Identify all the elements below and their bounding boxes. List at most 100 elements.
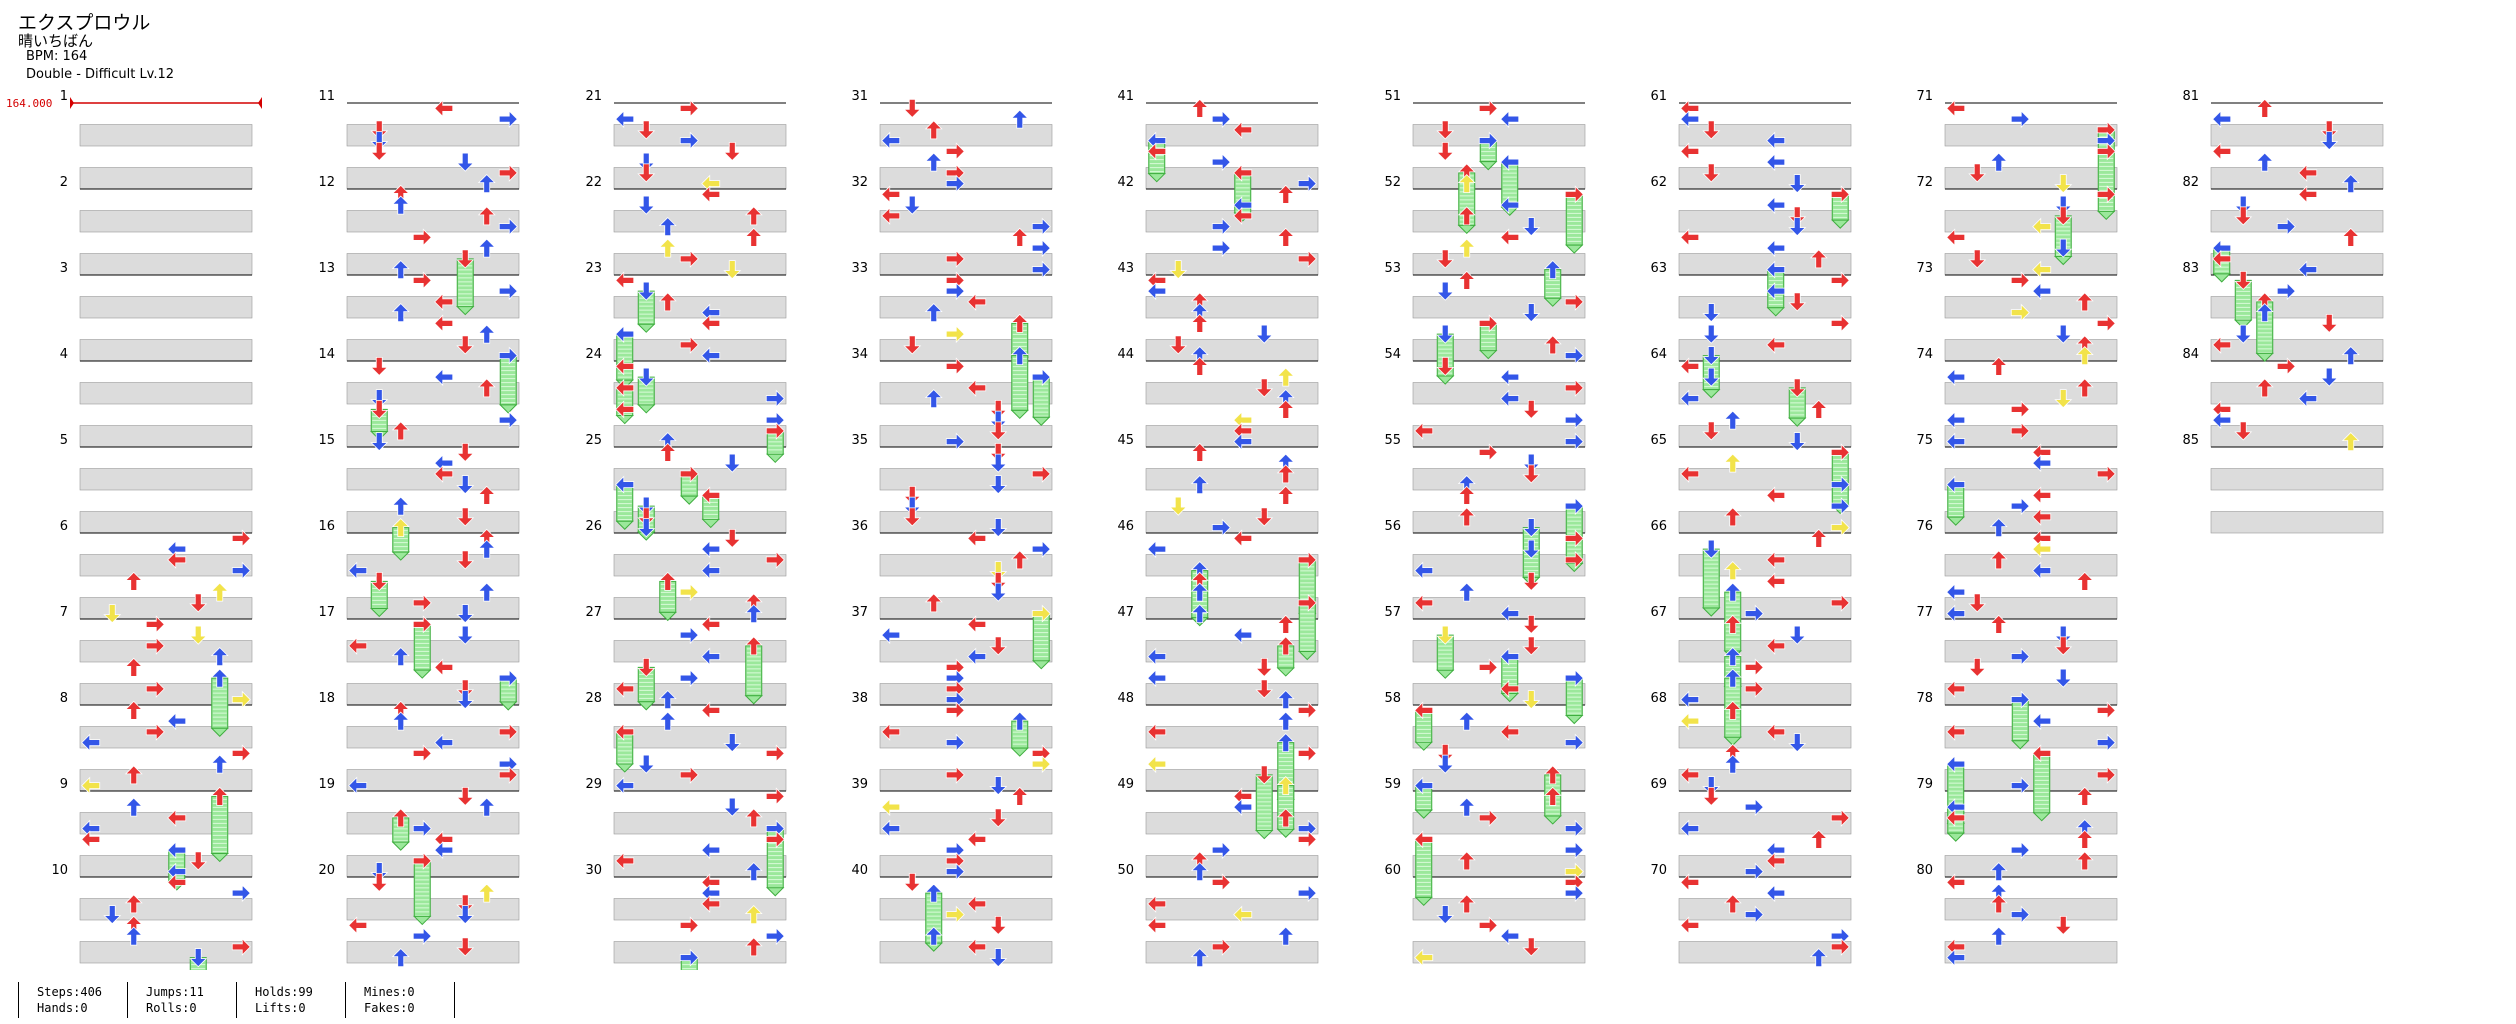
- arrow-note: [498, 722, 518, 741]
- hold-note: [2212, 247, 2231, 283]
- arrow-note: [1276, 227, 1295, 247]
- arrow-note: [881, 626, 901, 645]
- measure-number: 54: [1384, 347, 1401, 362]
- arrow-note: [945, 174, 965, 193]
- arrow-note: [1414, 830, 1434, 849]
- beat-row: [79, 382, 253, 405]
- arrow-note: [189, 948, 208, 968]
- arrow-note: [1543, 765, 1562, 785]
- arrow-note: [1169, 496, 1188, 516]
- measure-27: [613, 618, 787, 706]
- arrow-note: [1031, 464, 1051, 483]
- hold-note: [1946, 806, 1965, 842]
- hold-note: [499, 677, 518, 711]
- hold-note: [370, 580, 389, 618]
- hold-note: [766, 430, 785, 464]
- arrow-note: [637, 507, 656, 527]
- beat-row: [346, 339, 520, 362]
- beat-row: [79, 554, 253, 577]
- arrow-note: [1297, 830, 1317, 849]
- arrow-note: [945, 765, 965, 784]
- measure-labels: 1234567891011121314151617181920212223242…: [51, 89, 2199, 878]
- measure-number: 46: [1117, 519, 1134, 534]
- arrow-note: [1564, 819, 1584, 838]
- stats-col-jumps: Jumps:11 Rolls:0: [127, 982, 236, 1018]
- arrow-note: [1031, 755, 1051, 774]
- arrow-note: [723, 797, 742, 817]
- arrow-note: [2010, 776, 2030, 795]
- chart-stats: Steps:406 Hands:0 Jumps:11 Rolls:0 Holds…: [18, 982, 455, 1022]
- arrow-note: [701, 185, 721, 204]
- measure-42: [1145, 188, 1319, 276]
- arrow-note: [1989, 356, 2008, 376]
- arrow-note: [1276, 485, 1295, 505]
- arrow-note: [2032, 486, 2052, 505]
- arrow-note: [1457, 485, 1476, 505]
- arrow-note: [1500, 927, 1520, 946]
- arrow-note: [744, 862, 763, 882]
- arrow-note: [2341, 346, 2360, 366]
- beat-row: [613, 425, 787, 448]
- arrow-note: [434, 314, 454, 333]
- arrow-note: [967, 529, 987, 548]
- arrow-note: [81, 776, 101, 795]
- measure-number: 57: [1384, 605, 1401, 620]
- arrow-note: [391, 195, 410, 215]
- arrow-note: [1436, 625, 1455, 645]
- beat-row: [1412, 210, 1586, 233]
- arrow-note: [1723, 894, 1742, 914]
- arrow-note: [924, 389, 943, 409]
- measure-80: [1944, 876, 2118, 964]
- beat-row: [1145, 683, 1319, 706]
- arrow-note: [391, 496, 410, 516]
- measure-30: [613, 876, 787, 964]
- arrow-note: [1744, 862, 1764, 881]
- arrow-note: [2010, 303, 2030, 322]
- arrow-note: [637, 657, 656, 677]
- arrow-note: [477, 797, 496, 817]
- arrow-note: [1233, 120, 1253, 139]
- arrow-note: [167, 808, 187, 827]
- measure-59: [1412, 790, 1586, 878]
- measure-number: 23: [585, 261, 602, 276]
- measure-number: 10: [51, 863, 68, 878]
- arrow-note: [701, 314, 721, 333]
- beat-row: [613, 468, 787, 491]
- arrow-note: [1946, 432, 1966, 451]
- beat-row: [613, 769, 787, 792]
- arrow-note: [103, 604, 122, 624]
- arrow-note: [2234, 270, 2253, 290]
- arrow-note: [701, 701, 721, 720]
- arrow-note: [1744, 798, 1764, 817]
- arrow-note: [2054, 636, 2073, 656]
- arrow-note: [1680, 142, 1700, 161]
- beat-row: [1145, 124, 1319, 147]
- measure-17: [346, 618, 520, 706]
- beat-row: [1678, 382, 1852, 405]
- hold-note: [413, 860, 432, 926]
- arrow-note: [765, 787, 785, 806]
- arrow-note: [1190, 862, 1209, 882]
- arrow-notes: [81, 98, 2360, 968]
- beat-row: [613, 941, 787, 964]
- arrow-note: [989, 808, 1008, 828]
- arrow-note: [1723, 507, 1742, 527]
- beat-row: [1944, 382, 2118, 405]
- beat-row: [346, 812, 520, 835]
- arrow-note: [231, 529, 251, 548]
- arrow-note: [1723, 668, 1742, 688]
- arrow-note: [1564, 411, 1584, 430]
- stat-lifts: Lifts:0: [255, 1001, 306, 1015]
- measure-number: 29: [585, 777, 602, 792]
- arrow-note: [1276, 733, 1295, 753]
- arrow-note: [124, 571, 143, 591]
- arrow-note: [2320, 313, 2339, 333]
- arrow-note: [1457, 711, 1476, 731]
- measure-number: 67: [1650, 605, 1667, 620]
- arrow-note: [989, 453, 1008, 473]
- beat-row: [79, 296, 253, 319]
- arrow-note: [1809, 528, 1828, 548]
- arrow-note: [701, 647, 721, 666]
- arrow-note: [1766, 153, 1786, 172]
- arrow-note: [1500, 389, 1520, 408]
